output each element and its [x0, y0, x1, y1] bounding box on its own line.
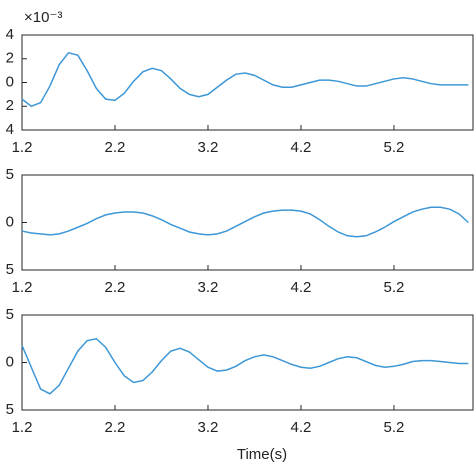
x-tick-label: 4.2 — [291, 419, 312, 436]
y-tick-label: 5 — [6, 306, 14, 323]
y-tick-label: 5 — [6, 261, 14, 278]
plot-frame — [21, 34, 474, 131]
x-tick-label: 2.2 — [105, 419, 126, 436]
x-tick-label: 2.2 — [105, 139, 126, 156]
x-tick-label: 4.2 — [291, 139, 312, 156]
y-tick-label: 4 — [6, 26, 14, 43]
x-tick-label: 3.2 — [198, 139, 219, 156]
series-line — [21, 337, 469, 395]
x-tick-label: 2.2 — [105, 279, 126, 296]
x-tick-label: 5.2 — [384, 419, 405, 436]
exponent-label: ×10⁻³ — [24, 9, 62, 26]
x-tick-label: 1.2 — [12, 279, 33, 296]
y-tick-label: 5 — [6, 166, 14, 183]
y-tick-label: 0 — [6, 353, 14, 370]
x-tick-label: 3.2 — [198, 419, 219, 436]
series-line — [21, 206, 469, 238]
series-line — [21, 51, 469, 108]
y-tick-label: 0 — [6, 73, 14, 90]
x-tick-label: 4.2 — [291, 279, 312, 296]
x-tick-label: 1.2 — [12, 419, 33, 436]
y-tick-label: 2 — [6, 97, 14, 114]
x-tick-label: 5.2 — [384, 139, 405, 156]
x-axis-label: Time(s) — [237, 446, 287, 463]
y-tick-label: 5 — [6, 401, 14, 418]
y-tick-label: 2 — [6, 50, 14, 67]
plot-frame — [21, 314, 474, 411]
y-tick-label: 4 — [6, 121, 14, 138]
y-tick-label: 0 — [6, 213, 14, 230]
x-tick-label: 1.2 — [12, 139, 33, 156]
x-tick-label: 5.2 — [384, 279, 405, 296]
x-tick-label: 3.2 — [198, 279, 219, 296]
